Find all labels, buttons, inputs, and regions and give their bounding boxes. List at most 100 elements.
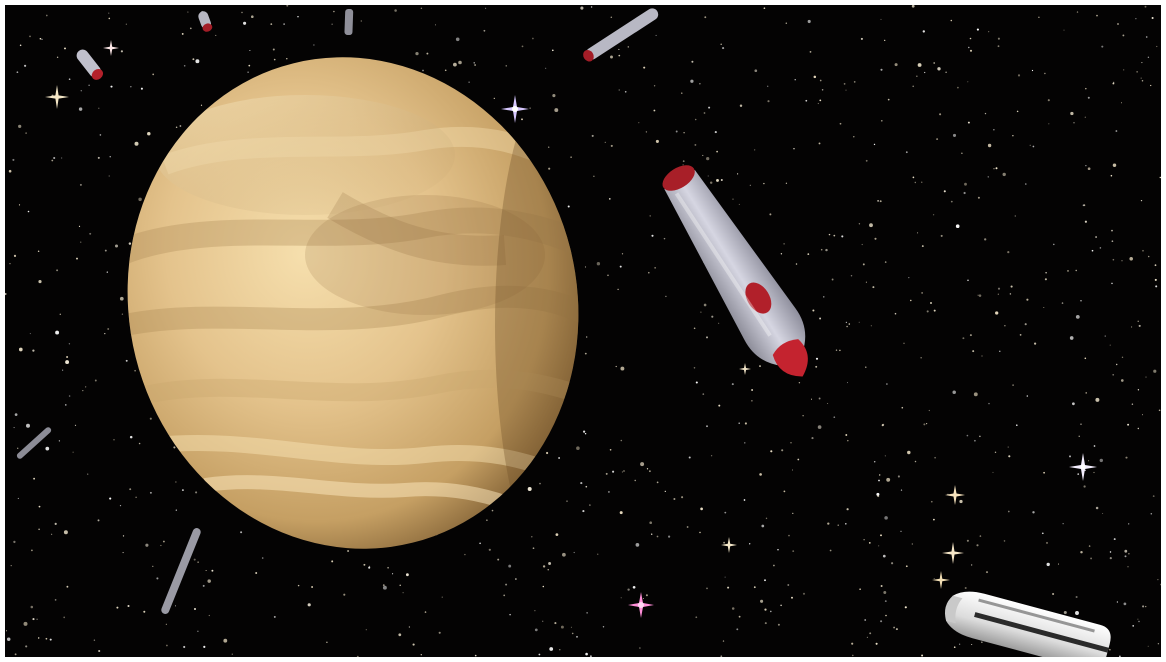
star — [1091, 249, 1094, 252]
star — [846, 508, 849, 511]
star — [912, 176, 915, 179]
star — [668, 535, 671, 538]
star — [567, 205, 570, 208]
star — [179, 125, 182, 127]
star — [880, 620, 883, 623]
star — [527, 487, 532, 491]
star — [1109, 648, 1111, 651]
star — [953, 646, 956, 649]
star — [791, 596, 793, 599]
star — [886, 477, 891, 482]
star — [1045, 541, 1049, 544]
star — [1160, 583, 1161, 586]
star — [997, 287, 1001, 290]
star — [398, 633, 402, 637]
star — [878, 474, 881, 476]
star — [1080, 423, 1082, 425]
star — [16, 71, 19, 74]
star — [886, 383, 888, 385]
star — [363, 563, 366, 566]
star — [724, 576, 726, 578]
star — [231, 653, 233, 655]
star — [869, 223, 873, 228]
star — [988, 31, 990, 33]
star — [1010, 285, 1013, 288]
star — [618, 54, 621, 57]
sparkle-star-icon — [628, 592, 654, 618]
star — [211, 569, 214, 572]
star — [1075, 611, 1079, 615]
star — [767, 85, 769, 87]
star — [283, 23, 285, 25]
white-booster-icon — [944, 591, 1111, 657]
star — [711, 315, 714, 318]
star — [438, 631, 441, 634]
star — [959, 643, 961, 645]
star — [32, 618, 35, 621]
star — [444, 69, 447, 72]
star — [843, 83, 846, 85]
star — [531, 536, 533, 538]
star — [87, 473, 89, 475]
star — [78, 225, 81, 228]
star — [987, 143, 992, 148]
star — [25, 132, 27, 134]
rocket-capsule-small-icon — [583, 8, 659, 62]
star — [134, 141, 139, 146]
star — [850, 274, 853, 277]
star — [703, 303, 707, 307]
star — [360, 20, 362, 22]
star — [921, 245, 924, 248]
star — [497, 558, 500, 561]
star — [769, 213, 772, 216]
star — [1144, 5, 1147, 8]
star — [149, 491, 152, 494]
star — [1115, 363, 1118, 366]
star — [609, 448, 612, 451]
star — [547, 569, 549, 571]
star — [326, 641, 328, 644]
star — [815, 357, 819, 360]
star — [681, 496, 684, 499]
star — [847, 382, 848, 384]
star — [566, 500, 568, 502]
star — [420, 7, 423, 10]
star — [897, 475, 900, 478]
star — [716, 150, 718, 153]
star — [1122, 34, 1125, 37]
star — [903, 342, 905, 345]
star — [1031, 69, 1034, 72]
star — [129, 488, 132, 491]
star — [997, 37, 1000, 40]
star — [156, 577, 159, 580]
star — [1120, 379, 1124, 382]
star — [708, 106, 711, 109]
star — [18, 204, 21, 206]
star — [521, 118, 523, 121]
star — [1145, 376, 1147, 378]
star — [215, 34, 217, 36]
star — [760, 599, 764, 603]
star — [846, 325, 848, 328]
star — [1147, 56, 1150, 58]
star — [9, 263, 11, 265]
star — [870, 325, 872, 327]
star — [193, 558, 196, 561]
star — [64, 47, 66, 50]
star — [1043, 471, 1045, 474]
star — [1151, 16, 1154, 20]
star — [885, 614, 887, 617]
star — [547, 146, 550, 148]
star — [576, 635, 578, 638]
star — [648, 271, 650, 274]
star — [623, 470, 625, 472]
star — [5, 630, 8, 632]
star — [130, 86, 132, 88]
star — [1007, 251, 1010, 254]
star — [560, 625, 564, 629]
star — [552, 94, 556, 98]
star — [532, 37, 534, 40]
star — [45, 446, 50, 451]
star — [56, 56, 59, 58]
star — [248, 64, 251, 67]
